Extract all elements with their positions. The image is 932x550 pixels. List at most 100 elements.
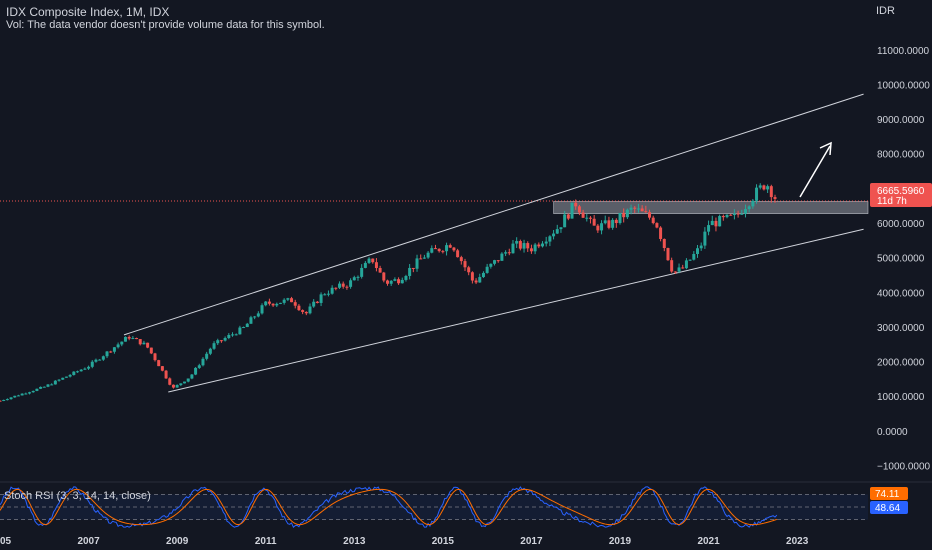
candle-body [673, 271, 677, 273]
candle-body [227, 335, 231, 339]
price-tick-label: −1000.0000 [877, 462, 931, 473]
candle-body [773, 197, 777, 199]
candle-body [655, 223, 659, 228]
candle-body [577, 206, 581, 213]
candle-body [644, 211, 648, 213]
candle-body [275, 303, 279, 306]
candle-body [452, 247, 456, 251]
candle-body [0, 400, 2, 402]
candle-body [386, 280, 389, 284]
candle-body [507, 252, 511, 254]
channel-upper-line[interactable] [123, 93, 864, 336]
last-price-badge: 6665.5960 11d 7h [870, 183, 932, 207]
candle-body [640, 208, 644, 212]
candle-body [614, 219, 618, 224]
candle-body [393, 279, 397, 281]
candle-body [581, 212, 585, 218]
candle-body [411, 267, 415, 269]
time-tick-label: 2023 [786, 536, 809, 547]
candle-body [116, 344, 120, 348]
candle-body [459, 257, 463, 262]
candle-body [16, 395, 20, 397]
candle-body [622, 212, 626, 218]
candle-body [153, 353, 157, 361]
candle-body [755, 187, 759, 201]
candle-body [101, 356, 105, 360]
time-axis[interactable]: 2005 2007 2009 2011 2013 2015 2017 2019 2021 2023 [0, 536, 809, 547]
candle-body [201, 358, 205, 366]
candle-body [718, 216, 722, 227]
candle-body [563, 214, 567, 228]
stoch-d-badge: 74.11 [870, 487, 908, 500]
candle-body [762, 185, 766, 190]
candle-body [68, 374, 72, 377]
up-arrow-icon[interactable] [799, 141, 832, 198]
candle-body [541, 243, 544, 247]
candle-body [234, 334, 238, 336]
candle-body [378, 268, 382, 273]
candle-body [212, 343, 216, 349]
price-tick-label: 0.0000 [877, 427, 908, 438]
candle-body [219, 340, 223, 342]
countdown-label: 11d 7h [877, 196, 907, 207]
candle-body [94, 359, 98, 362]
candle-body [146, 342, 150, 348]
candle-body [345, 286, 349, 288]
price-tick-label: 3000.0000 [877, 323, 925, 334]
candle-body [611, 219, 615, 228]
candle-body [245, 323, 249, 328]
candle-body [504, 252, 508, 254]
candle-body [422, 257, 426, 259]
candle-body [123, 336, 127, 342]
candle-body [249, 317, 253, 324]
time-tick-label: 2017 [520, 536, 543, 547]
candle-body [319, 294, 323, 303]
stoch-k-badge: 48.64 [870, 501, 908, 514]
candle-body [684, 260, 688, 269]
candle-body [596, 225, 600, 231]
candle-body [39, 386, 43, 389]
candle-body [253, 316, 257, 318]
candle-body [489, 263, 493, 267]
candle-body [297, 305, 301, 311]
candle-body [367, 258, 371, 263]
time-tick-label: 2009 [166, 536, 189, 547]
candle-body [109, 351, 113, 353]
candle-body [171, 384, 175, 388]
candle-body [312, 301, 316, 307]
candle-body [448, 245, 452, 248]
candle-body [157, 360, 161, 367]
channel-lower-line[interactable] [168, 228, 864, 393]
price-axis[interactable]: 11000.000010000.00009000.00008000.000070… [877, 46, 931, 473]
time-tick-label: 2019 [609, 536, 632, 547]
candle-body [35, 388, 39, 391]
candle-body [194, 367, 198, 375]
candle-body [703, 231, 707, 246]
candle-body [286, 298, 290, 300]
candle-body [330, 287, 334, 294]
candle-body [301, 310, 305, 312]
candle-body [607, 220, 611, 228]
candle-body [242, 327, 246, 329]
candle-body [481, 272, 485, 278]
candle-body [31, 390, 35, 393]
candle-body [271, 303, 275, 306]
candle-body [5, 399, 9, 401]
stoch-rsi-label[interactable]: Stoch RSI (3, 3, 14, 14, close) [4, 490, 151, 502]
candle-body [408, 267, 412, 276]
candle-body [699, 245, 703, 249]
candle-body [648, 212, 652, 218]
candle-body [53, 380, 57, 385]
candle-body [463, 261, 467, 268]
candle-body [127, 336, 131, 339]
candle-body [216, 340, 220, 344]
candle-body [389, 280, 393, 284]
candle-body [518, 241, 522, 249]
candle-body [323, 294, 327, 296]
candle-body [515, 241, 519, 244]
candle-body [441, 251, 445, 253]
candle-body [208, 348, 212, 354]
candle-body [374, 262, 378, 269]
candle-body [747, 206, 751, 210]
